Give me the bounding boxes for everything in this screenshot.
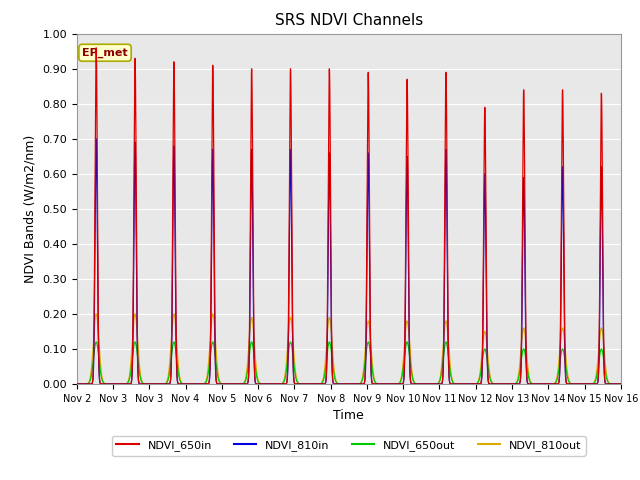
Y-axis label: NDVI Bands (W/m2/nm): NDVI Bands (W/m2/nm) [24,135,36,283]
Legend: NDVI_650in, NDVI_810in, NDVI_650out, NDVI_810out: NDVI_650in, NDVI_810in, NDVI_650out, NDV… [112,436,586,456]
Text: EP_met: EP_met [82,48,128,58]
X-axis label: Time: Time [333,409,364,422]
Title: SRS NDVI Channels: SRS NDVI Channels [275,13,423,28]
